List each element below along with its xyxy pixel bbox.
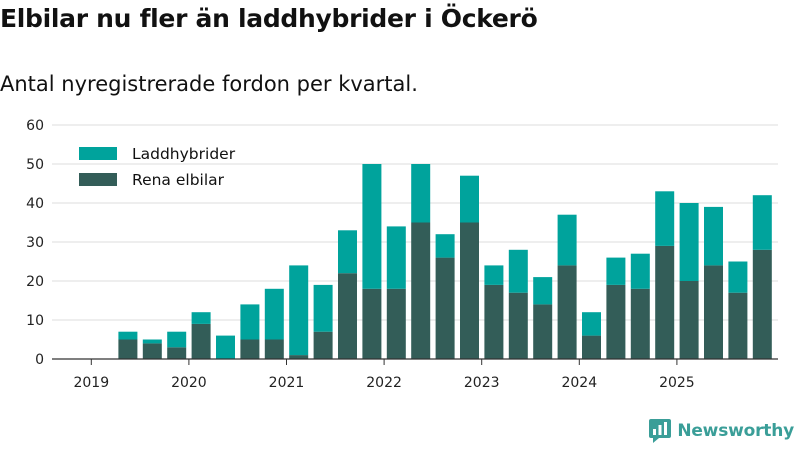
bar-laddhybrider	[118, 331, 138, 340]
bar-rena-elbilar	[704, 265, 723, 359]
bar-laddhybrider	[386, 226, 406, 289]
bar-laddhybrider	[240, 304, 260, 340]
chart-title: Elbilar nu fler än laddhybrider i Öckerö	[0, 4, 538, 33]
legend: Laddhybrider Rena elbilar	[79, 145, 236, 189]
bar-laddhybrider	[191, 312, 211, 324]
y-tick-label: 50	[26, 157, 44, 173]
bar-laddhybrider	[338, 230, 357, 274]
y-tick-label: 0	[35, 352, 44, 368]
legend-label: Laddhybrider	[132, 145, 236, 163]
x-tick-label: 2023	[464, 375, 500, 391]
bar-rena-elbilar	[167, 347, 187, 359]
x-tick-label: 2021	[269, 375, 305, 391]
bar-rena-elbilar	[240, 339, 260, 359]
bar-laddhybrider	[362, 164, 382, 289]
x-tick-label: 2024	[561, 375, 597, 391]
bar-rena-elbilar	[313, 331, 333, 359]
bar-rena-elbilar	[435, 257, 455, 359]
bar-rena-elbilar	[289, 355, 309, 359]
bar-laddhybrider	[411, 164, 431, 223]
bar-rena-elbilar	[484, 284, 504, 359]
legend-swatch	[79, 173, 117, 186]
bar-laddhybrider	[142, 339, 162, 344]
y-tick-label: 60	[26, 118, 44, 134]
bar-laddhybrider	[752, 195, 772, 250]
bar-laddhybrider	[679, 203, 699, 281]
bar-rena-elbilar	[582, 335, 601, 359]
bar-rena-elbilar	[630, 288, 650, 359]
bar-rena-elbilar	[411, 222, 431, 359]
brand-name: Newsworthy	[677, 421, 794, 441]
bar-rena-elbilar	[460, 222, 479, 359]
bar-rena-elbilar	[557, 265, 577, 359]
bar-laddhybrider	[630, 253, 650, 289]
bar-rena-elbilar	[533, 304, 553, 359]
bar-laddhybrider	[704, 206, 723, 266]
bar-laddhybrider	[435, 234, 455, 258]
bar-rena-elbilar	[191, 323, 211, 359]
x-tick-label: 2022	[366, 375, 402, 391]
bar-laddhybrider	[313, 284, 333, 332]
x-tick-label: 2025	[659, 375, 695, 391]
x-tick-label: 2020	[171, 375, 207, 391]
bar-laddhybrider	[216, 335, 235, 359]
x-tick-label: 2019	[73, 375, 109, 391]
bar-laddhybrider	[167, 331, 187, 348]
bar-rena-elbilar	[728, 292, 748, 359]
bar-laddhybrider	[655, 191, 675, 246]
bar-rena-elbilar	[508, 292, 528, 359]
legend-swatch	[79, 147, 117, 160]
newsworthy-icon	[649, 419, 672, 443]
bar-laddhybrider	[484, 265, 504, 285]
bar-rena-elbilar	[338, 273, 357, 359]
bar-rena-elbilar	[679, 281, 699, 359]
y-tick-label: 30	[26, 235, 44, 251]
bar-laddhybrider	[289, 265, 309, 356]
chart-subtitle: Antal nyregistrerade fordon per kvartal.	[0, 72, 418, 96]
bar-laddhybrider	[508, 249, 528, 293]
bar-laddhybrider	[264, 288, 284, 340]
y-tick-label: 20	[26, 274, 44, 290]
axes: 0 10 20 30 40 50 60 2019 2020 2021 2022 2023 2024 202…	[26, 118, 778, 391]
bar-rena-elbilar	[362, 288, 382, 359]
y-tick-label: 40	[26, 196, 44, 212]
bar-rena-elbilar	[606, 284, 626, 359]
bar-laddhybrider	[728, 261, 748, 293]
bar-rena-elbilar	[752, 249, 772, 359]
y-tick-label: 10	[26, 313, 44, 329]
bar-laddhybrider	[533, 277, 553, 305]
newsworthy-logo[interactable]: Newsworthy	[649, 419, 794, 443]
bar-rena-elbilar	[142, 343, 162, 359]
bar-laddhybrider	[557, 214, 577, 266]
bar-laddhybrider	[582, 312, 601, 336]
bars	[118, 164, 772, 359]
legend-label: Rena elbilar	[132, 171, 225, 189]
bar-laddhybrider	[606, 257, 626, 285]
bar-rena-elbilar	[655, 245, 675, 359]
bar-laddhybrider	[460, 175, 479, 223]
bar-rena-elbilar	[118, 339, 138, 359]
bar-rena-elbilar	[386, 288, 406, 359]
bar-rena-elbilar	[264, 339, 284, 359]
